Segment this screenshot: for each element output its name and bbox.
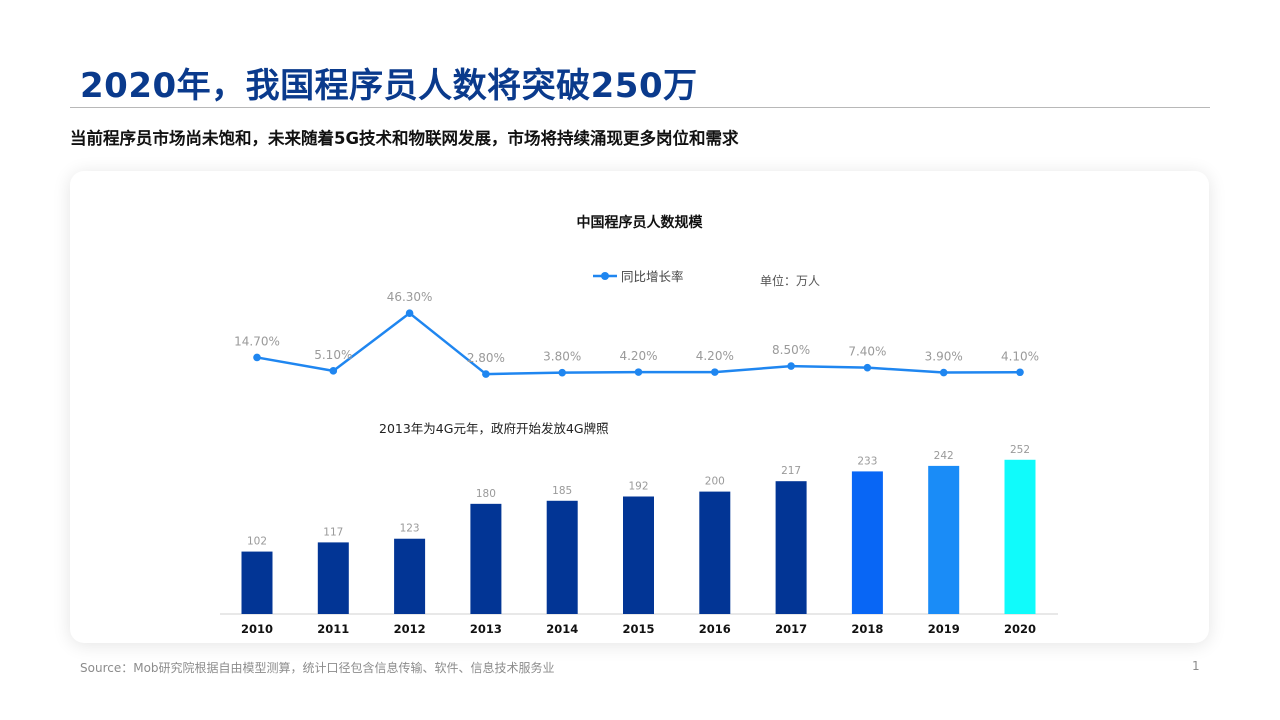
growth-point-2013 — [482, 370, 490, 378]
growth-point-2020 — [1016, 368, 1024, 377]
growth-label-2013: 2.80% — [467, 351, 505, 365]
x-tick-label-2016: 2016 — [699, 622, 731, 636]
legend-marker — [601, 272, 609, 280]
growth-point-2016 — [711, 368, 719, 376]
growth-point-2010 — [253, 353, 261, 362]
growth-label-2014: 3.80% — [543, 350, 581, 364]
growth-label-2019: 3.90% — [925, 350, 963, 364]
slide-title: 2020年，我国程序员人数将突破250万 — [80, 66, 698, 106]
chart-annotation: 2013年为4G元年，政府开始发放4G牌照 — [379, 421, 609, 436]
growth-point-2018 — [863, 363, 872, 372]
x-tick-label-2014: 2014 — [546, 622, 578, 636]
bar-value-label-2017: 217 — [781, 465, 801, 477]
bar-2013 — [470, 503, 502, 614]
bar-2020 — [1004, 459, 1036, 614]
growth-point-2012 — [405, 309, 414, 317]
bar-value-label-2011: 117 — [323, 526, 343, 538]
growth-point-2014 — [558, 368, 566, 377]
growth-rate-line — [256, 311, 1021, 376]
bar-2019 — [928, 465, 960, 614]
bar-value-label-2016: 200 — [705, 476, 725, 488]
bar-2012 — [394, 538, 426, 614]
growth-label-2020: 4.10% — [1001, 349, 1039, 363]
legend-label: 同比增长率 — [621, 269, 684, 284]
growth-point-2015 — [634, 368, 643, 376]
growth-point-2017 — [787, 362, 795, 370]
bar-value-label-2019: 242 — [934, 450, 954, 462]
bar-2018 — [851, 471, 883, 614]
bar-value-label-2014: 185 — [552, 485, 572, 497]
source-note: Source：Mob研究院根据自由模型测算，统计口径包含信息传输、软件、信息技术… — [80, 661, 555, 675]
x-tick-label-2018: 2018 — [851, 622, 883, 636]
bar-value-label-2020: 252 — [1010, 444, 1030, 456]
bar-value-label-2018: 233 — [857, 455, 877, 467]
bar-2017 — [775, 481, 807, 614]
x-tick-label-2013: 2013 — [470, 622, 502, 636]
x-tick-label-2011: 2011 — [317, 622, 349, 636]
bar-2010 — [241, 551, 273, 614]
growth-label-2016: 4.20% — [696, 349, 734, 363]
unit-label: 单位：万人 — [760, 273, 820, 288]
growth-label-2017: 8.50% — [772, 343, 810, 357]
bar-2016 — [699, 491, 731, 614]
x-tick-label-2015: 2015 — [622, 622, 654, 636]
x-tick-label-2012: 2012 — [394, 622, 426, 636]
page-number: 1 — [1192, 659, 1200, 673]
bar-value-label-2015: 192 — [628, 480, 648, 492]
growth-label-2012: 46.30% — [387, 290, 433, 304]
growth-label-2015: 4.20% — [619, 349, 657, 363]
x-tick-label-2020: 2020 — [1004, 622, 1036, 636]
bar-value-label-2010: 102 — [247, 536, 267, 548]
chart-title: 中国程序员人数规模 — [577, 214, 704, 231]
title-divider — [70, 107, 1210, 108]
bar-value-label-2013: 180 — [476, 488, 496, 500]
chart-card: 中国程序员人数规模同比增长率 单位：万人 2013年为4G元年，政府开始发放4G牌照… — [70, 171, 1209, 643]
bar-2014 — [546, 500, 578, 614]
x-tick-label-2019: 2019 — [928, 622, 960, 636]
x-tick-label-2010: 2010 — [241, 622, 273, 636]
x-tick-label-2017: 2017 — [775, 622, 807, 636]
bar-2011 — [317, 542, 349, 614]
growth-point-2011 — [329, 367, 338, 375]
bar-value-label-2012: 123 — [400, 523, 420, 535]
bar-2015 — [623, 496, 654, 614]
growth-label-2010: 14.70% — [234, 334, 280, 348]
growth-label-2011: 5.10% — [314, 348, 352, 362]
growth-label-2018: 7.40% — [848, 345, 886, 359]
growth-point-2019 — [939, 368, 948, 377]
slide-subtitle: 当前程序员市场尚未饱和，未来随着5G技术和物联网发展，市场将持续涌现更多岗位和需… — [70, 129, 739, 148]
